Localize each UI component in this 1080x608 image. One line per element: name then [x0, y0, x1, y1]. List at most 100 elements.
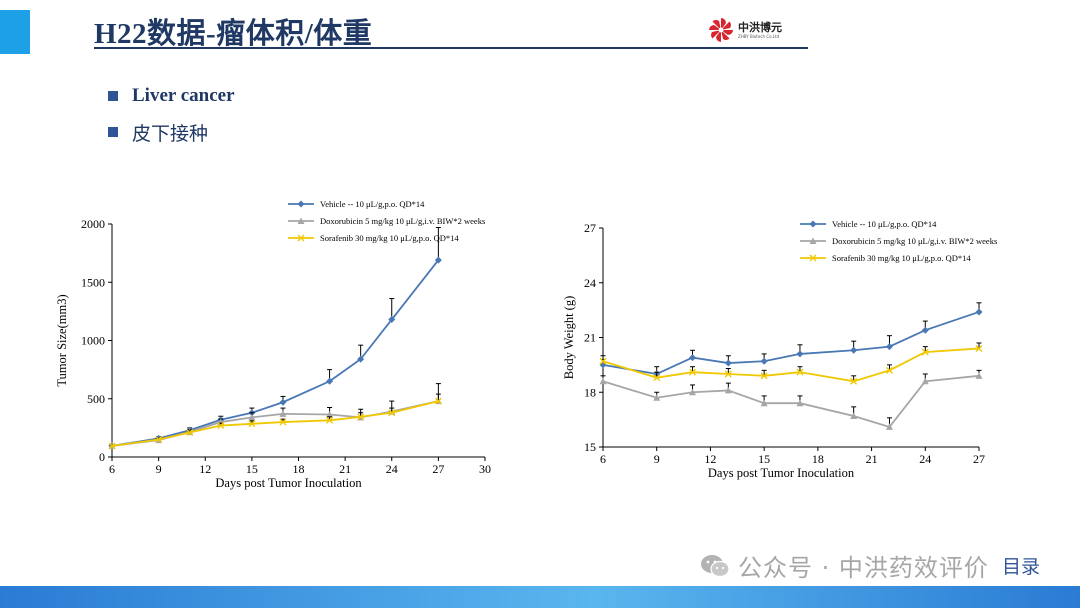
corner-accent-shape: [0, 10, 30, 54]
data-point-doxorubicin: [279, 410, 287, 417]
data-point-vehicle: [760, 357, 768, 365]
page-title: H22数据-瘤体积/体重: [94, 18, 373, 50]
watermark: 公众号 · 中洪药效评价: [700, 548, 989, 583]
company-logo: 中洪博元 ZHBY Biotech Co.Ltd: [708, 16, 782, 44]
data-point-vehicle: [724, 359, 732, 367]
y-tick-label: 15: [584, 440, 596, 454]
x-tick-label: 12: [704, 452, 716, 466]
series-line-vehicle: [111, 259, 440, 447]
data-point-vehicle: [885, 343, 893, 351]
data-point-sorafenib: [724, 370, 732, 378]
legend-marker-vehicle: [297, 200, 305, 208]
data-point-doxorubicin: [885, 423, 893, 430]
data-point-sorafenib: [108, 442, 116, 450]
bullet-list: Liver cancer 皮下接种: [108, 78, 235, 150]
table-of-contents-link[interactable]: 目录: [1002, 556, 1041, 578]
bullet-text-cancer-type: Liver cancer: [132, 85, 235, 106]
x-tick-label: 24: [919, 452, 931, 466]
data-point-vehicle: [326, 377, 334, 385]
x-tick-label: 18: [812, 452, 824, 466]
data-point-vehicle: [921, 326, 929, 334]
data-point-sorafenib: [434, 397, 442, 405]
y-tick-label: 18: [584, 385, 596, 399]
y-tick-label: 500: [87, 392, 105, 406]
data-point-vehicle: [796, 350, 804, 358]
legend-label: Vehicle -- 10 μL/g,p.o. QD*14: [832, 219, 937, 229]
x-tick-label: 24: [386, 462, 398, 476]
x-tick-label: 27: [973, 452, 985, 466]
data-point-vehicle: [388, 316, 396, 324]
y-tick-label: 1500: [81, 275, 105, 289]
data-point-sorafenib: [248, 420, 256, 428]
bullet-item: Liver cancer: [108, 78, 235, 114]
data-point-doxorubicin: [921, 377, 929, 385]
x-tick-label: 6: [109, 462, 115, 476]
legend-label: Sorafenib 30 mg/kg 10 μL/g,p.o. QD*14: [320, 233, 459, 243]
data-point-sorafenib: [279, 418, 287, 426]
x-tick-label: 21: [866, 452, 878, 466]
data-point-sorafenib: [357, 413, 365, 421]
logo-english-text: ZHBY Biotech Co.Ltd: [738, 33, 780, 39]
y-axis-label: Body Weight (g): [562, 296, 576, 379]
y-tick-label: 1000: [81, 334, 105, 348]
data-point-sorafenib: [975, 344, 983, 352]
y-tick-label: 27: [584, 221, 596, 235]
bullet-square-icon: [108, 91, 118, 101]
series-line-sorafenib: [111, 400, 439, 447]
data-point-doxorubicin: [796, 399, 804, 407]
legend-label: Doxorubicin 5 mg/kg 10 μL/g,i.v. BIW*2 w…: [832, 236, 997, 246]
data-point-vehicle: [434, 256, 442, 264]
data-point-vehicle: [975, 308, 983, 316]
data-point-doxorubicin: [653, 394, 661, 401]
legend-marker-sorafenib: [297, 234, 305, 242]
x-axis-label: Days post Tumor Inoculation: [708, 466, 855, 480]
legend-marker-doxorubicin: [297, 217, 305, 224]
data-point-sorafenib: [921, 348, 929, 356]
legend-label: Doxorubicin 5 mg/kg 10 μL/g,i.v. BIW*2 w…: [320, 216, 485, 226]
data-point-doxorubicin: [326, 410, 334, 418]
data-point-sorafenib: [186, 429, 194, 437]
data-point-doxorubicin: [760, 399, 768, 407]
wechat-icon: [701, 554, 730, 577]
data-point-doxorubicin: [599, 377, 607, 385]
legend-marker-vehicle: [809, 220, 817, 228]
data-point-sorafenib: [653, 374, 661, 382]
data-point-vehicle: [689, 354, 697, 362]
legend-marker-sorafenib: [809, 254, 817, 262]
data-point-vehicle: [279, 398, 287, 406]
x-tick-label: 9: [156, 462, 162, 476]
data-point-sorafenib: [850, 377, 858, 385]
bottom-accent-bar: [0, 586, 1080, 608]
x-tick-label: 18: [293, 462, 305, 476]
legend-label: Vehicle -- 10 μL/g,p.o. QD*14: [320, 199, 425, 209]
y-tick-label: 2000: [81, 217, 105, 231]
x-tick-label: 12: [199, 462, 211, 476]
legend-label: Sorafenib 30 mg/kg 10 μL/g,p.o. QD*14: [832, 253, 971, 263]
y-tick-label: 0: [99, 450, 105, 464]
x-tick-label: 15: [246, 462, 258, 476]
logo-chinese-text: 中洪博元: [738, 20, 782, 34]
title-divider: [94, 47, 808, 49]
x-tick-label: 30: [479, 462, 491, 476]
data-point-sorafenib: [326, 416, 334, 424]
data-point-doxorubicin: [689, 388, 697, 396]
x-axis-label: Days post Tumor Inoculation: [215, 476, 362, 490]
data-point-sorafenib: [885, 366, 893, 374]
series-line-sorafenib: [602, 347, 980, 383]
data-point-vehicle: [850, 346, 858, 354]
x-tick-label: 6: [600, 452, 606, 466]
data-point-doxorubicin: [724, 386, 732, 394]
data-point-sorafenib: [217, 422, 225, 430]
data-point-doxorubicin: [975, 372, 983, 379]
bullet-item: 皮下接种: [108, 114, 235, 150]
x-tick-label: 21: [339, 462, 351, 476]
data-point-sorafenib: [796, 368, 804, 376]
data-point-sorafenib: [689, 368, 697, 376]
body-weight-chart: 6 9 12 15 18 21 24 27 15 18 21 24 27 Days post Tumor …: [562, 219, 997, 480]
x-tick-label: 27: [432, 462, 444, 476]
y-tick-label: 24: [584, 276, 596, 290]
data-point-doxorubicin: [248, 413, 256, 421]
bullet-square-icon: [108, 127, 118, 137]
y-tick-label: 21: [584, 331, 596, 345]
x-tick-label: 9: [654, 452, 660, 466]
